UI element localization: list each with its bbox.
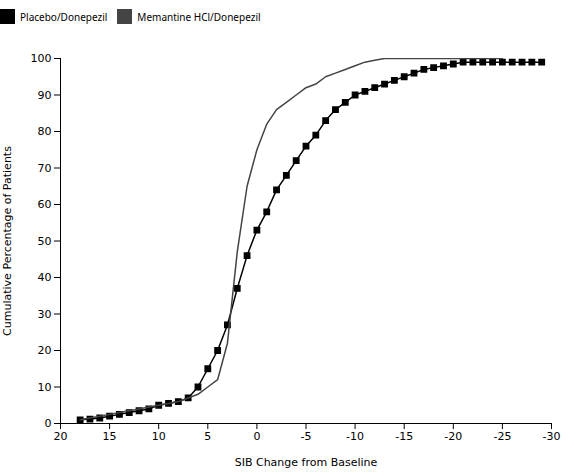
svg-text:90: 90 [38, 89, 52, 102]
svg-text:0: 0 [45, 417, 52, 430]
svg-text:20: 20 [38, 344, 52, 357]
svg-text:30: 30 [38, 308, 52, 321]
svg-text:SIB Change from Baseline: SIB Change from Baseline [235, 456, 378, 469]
svg-text:0: 0 [253, 430, 260, 443]
svg-text:5: 5 [204, 430, 211, 443]
svg-text:50: 50 [38, 235, 52, 248]
svg-text:-10: -10 [346, 430, 364, 443]
svg-text:20: 20 [54, 430, 68, 443]
svg-text:-30: -30 [543, 430, 561, 443]
html-text:Placebo/Donepezil: Placebo/Donepezil [20, 9, 108, 24]
svg-text:100: 100 [31, 52, 52, 65]
svg-text:15: 15 [103, 430, 117, 443]
svg-text:70: 70 [38, 162, 52, 175]
svg-text:-20: -20 [444, 430, 462, 443]
svg-text:40: 40 [38, 271, 52, 284]
html-text:Memantine HCl/Donepezil: Memantine HCl/Donepezil [137, 9, 261, 24]
svg-text:-15: -15 [395, 430, 413, 443]
svg-text:10: 10 [152, 430, 166, 443]
svg-text:-5: -5 [301, 430, 312, 443]
svg-text:80: 80 [38, 125, 52, 138]
svg-text:Cumulative Percentage of Patie: Cumulative Percentage of Patients [1, 146, 14, 336]
svg-text:60: 60 [38, 198, 52, 211]
svg-text:-25: -25 [493, 430, 511, 443]
svg-text:10: 10 [38, 381, 52, 394]
